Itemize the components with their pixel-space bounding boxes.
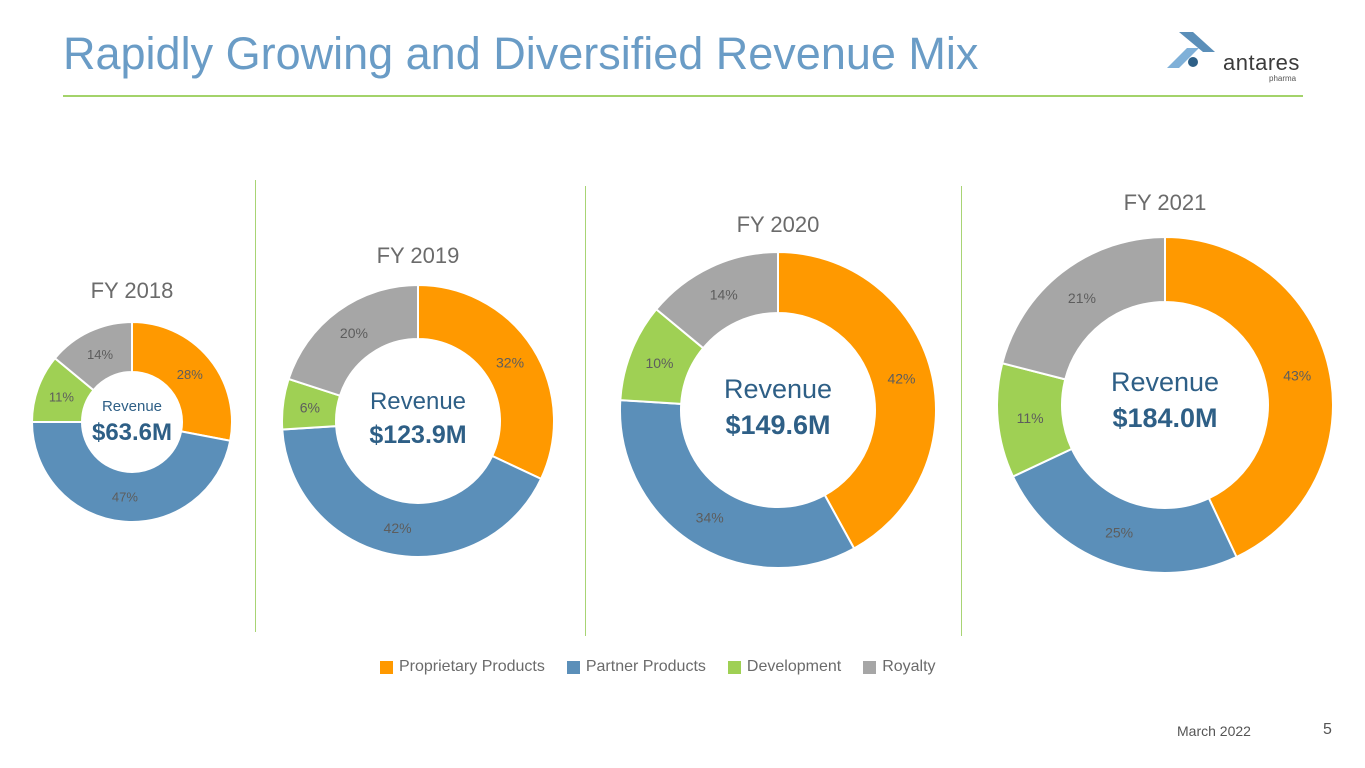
donut-slice-royalty — [53, 320, 133, 392]
donut-slice-partner — [619, 399, 856, 569]
donut-chart: 32% 42% 6% 20% FY 2019 Revenue $123.9M — [281, 243, 555, 558]
chart-title: FY 2021 — [1124, 190, 1207, 215]
donut-slice-partner — [1011, 447, 1238, 574]
slice-value-label: 42% — [887, 370, 915, 386]
slice-value-label: 14% — [87, 347, 113, 362]
donut-slice-partner — [30, 421, 232, 523]
donut-chart: 43% 25% 11% 21% FY 2021 Revenue $184.0M — [996, 190, 1334, 574]
donut-slice-royalty — [1001, 235, 1166, 381]
slice-value-label: 43% — [1283, 367, 1311, 383]
legend-swatch — [380, 660, 393, 674]
chart-divider — [585, 186, 586, 636]
legend-item-proprietary: Proprietary Products — [380, 658, 545, 676]
page-number: 5 — [1323, 721, 1332, 738]
slice-value-label: 10% — [645, 355, 673, 371]
legend-item-partner: Partner Products — [566, 658, 706, 676]
legend-item-development: Development — [727, 658, 842, 676]
logo-sub-text: pharma — [1269, 74, 1297, 83]
donut-slice-royalty — [654, 250, 779, 350]
donut-slice-proprietary — [131, 320, 233, 442]
center-value: $184.0M — [1112, 403, 1217, 433]
page-title: Rapidly Growing and Diversified Revenue … — [63, 28, 979, 79]
center-label: Revenue — [1111, 367, 1219, 397]
slice-value-label: 32% — [496, 355, 524, 371]
donut-chart: 28% 47% 11% 14% FY 2018 Revenue $63.6M — [30, 278, 233, 523]
footer-date: March 2022 — [1177, 723, 1251, 739]
center-label: Revenue — [102, 398, 162, 415]
legend-label: Development — [746, 658, 842, 675]
donut-slice-proprietary — [1164, 235, 1334, 559]
center-label: Revenue — [370, 388, 466, 415]
center-value: $63.6M — [92, 419, 172, 446]
slice-value-label: 47% — [112, 490, 138, 505]
legend-swatch — [863, 660, 877, 674]
slice-value-label: 34% — [696, 510, 724, 526]
chart-divider — [255, 180, 256, 632]
slice-value-label: 42% — [384, 520, 412, 536]
logo-brand-text: antares — [1223, 50, 1300, 75]
chart-title: FY 2019 — [377, 243, 460, 268]
legend-swatch — [727, 660, 741, 674]
center-value: $149.6M — [725, 410, 830, 440]
donut-slice-partner — [281, 425, 543, 558]
chart-legend: Proprietary Products Partner Products De… — [380, 658, 936, 676]
title-underline — [63, 95, 1303, 97]
slice-value-label: 6% — [300, 399, 320, 415]
company-logo: antares pharma — [1165, 30, 1305, 83]
legend-swatch — [566, 660, 580, 674]
slice-value-label: 20% — [340, 325, 368, 341]
chart-divider — [961, 186, 962, 636]
donut-slice-royalty — [287, 283, 419, 397]
donut-chart: 42% 34% 10% 14% FY 2020 Revenue $149.6M — [619, 212, 937, 569]
legend-label: Partner Products — [585, 658, 706, 675]
slice-value-label: 21% — [1068, 290, 1096, 306]
slice-value-label: 11% — [1017, 410, 1044, 426]
donut-slice-proprietary — [777, 250, 937, 550]
logo-mark-icon — [1167, 32, 1215, 68]
slice-value-label: 28% — [177, 367, 203, 382]
legend-item-royalty: Royalty — [863, 658, 936, 676]
donut-slice-proprietary — [417, 283, 555, 481]
chart-title: FY 2018 — [91, 278, 174, 303]
slice-value-label: 25% — [1105, 524, 1133, 540]
center-label: Revenue — [724, 374, 832, 404]
slice-value-label: 11% — [49, 390, 74, 405]
legend-label: Proprietary Products — [399, 658, 545, 675]
slice-value-label: 14% — [710, 287, 738, 303]
center-value: $123.9M — [369, 421, 466, 449]
chart-title: FY 2020 — [737, 212, 820, 237]
legend-label: Royalty — [882, 658, 936, 675]
